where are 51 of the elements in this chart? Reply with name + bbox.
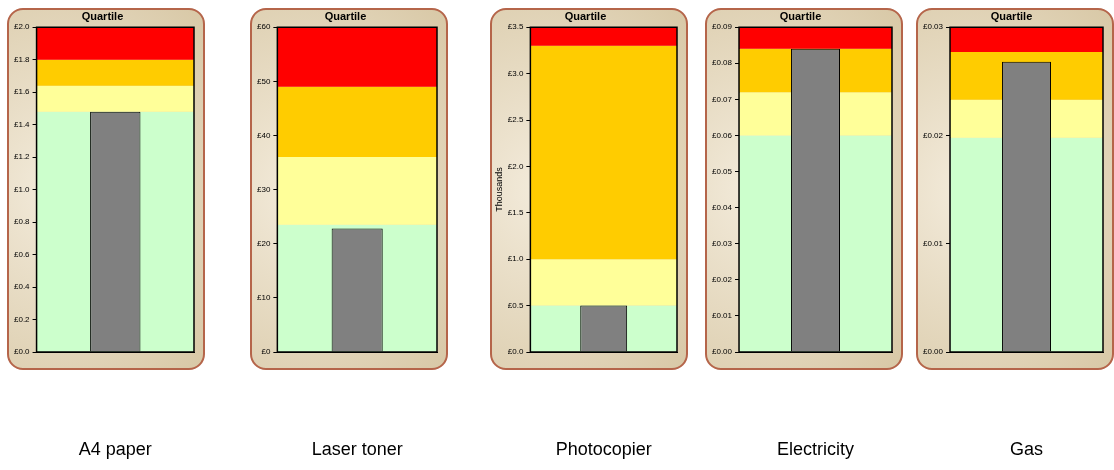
y-tick-label: £0.05 (711, 166, 733, 176)
y-tick-label: £0.6 (13, 249, 31, 259)
y-tick-label: £0.09 (711, 22, 733, 32)
chart-title: Quartile (324, 9, 367, 22)
y-tick-label: £0.0 (13, 347, 31, 357)
y-tick-label: £3.5 (507, 22, 524, 32)
x-tick-label: Gas (1010, 439, 1044, 459)
y-tick-label: £0.00 (711, 347, 733, 357)
y-tick-label: £0.03 (711, 238, 733, 248)
x-tick-label: A4 paper (78, 439, 152, 459)
y-tick-label: £0 (261, 347, 271, 357)
x-tick-label: Electricity (777, 439, 855, 459)
x-tick-label: Laser toner (311, 439, 403, 459)
y-tick-label: £0.02 (922, 130, 944, 140)
y-tick-label: £0.01 (922, 238, 944, 248)
y-tick-label: £0.0 (507, 347, 524, 357)
y-tick-label: £1.2 (13, 152, 31, 162)
y-tick-label: £1.4 (13, 119, 31, 129)
y-tick-label: £2.5 (507, 115, 524, 125)
chart-title: Quartile (564, 9, 607, 22)
y-tick-label: £0.06 (711, 130, 733, 140)
y-tick-label: £0.2 (13, 314, 31, 324)
y-tick-label: £0.4 (13, 282, 31, 292)
y-axis-title: Thousands (493, 166, 504, 212)
y-tick-label: £30 (256, 184, 271, 194)
chart-title: Quartile (81, 9, 124, 22)
y-tick-label: £1.6 (13, 87, 31, 97)
y-tick-label: £0.8 (13, 217, 31, 227)
y-tick-label: £2.0 (507, 161, 524, 171)
y-tick-label: £0.03 (922, 22, 944, 32)
y-tick-label: £0.01 (711, 311, 733, 321)
y-tick-label: £0.04 (711, 202, 733, 212)
x-tick-label: Photocopier (555, 439, 652, 459)
y-tick-label: £0.5 (507, 300, 524, 310)
y-tick-label: £0.02 (711, 275, 733, 285)
y-tick-label: £10 (256, 293, 271, 303)
chart-title: Quartile (990, 9, 1033, 22)
y-tick-label: £2.0 (13, 22, 31, 32)
y-tick-label: £0.07 (711, 94, 733, 104)
y-tick-label: £1.0 (13, 184, 31, 194)
y-tick-label: £0.08 (711, 58, 733, 68)
chart-title: Quartile (779, 9, 822, 22)
y-tick-label: £1.0 (507, 254, 524, 264)
y-tick-label: £0.00 (922, 347, 944, 357)
y-tick-label: £50 (256, 76, 271, 86)
y-tick-label: £1.8 (13, 54, 31, 64)
y-tick-label: £40 (256, 130, 271, 140)
y-tick-label: £3.0 (507, 68, 524, 78)
y-tick-label: £1.5 (507, 208, 524, 217)
y-tick-label: £60 (256, 22, 271, 32)
y-tick-label: £20 (256, 238, 271, 248)
